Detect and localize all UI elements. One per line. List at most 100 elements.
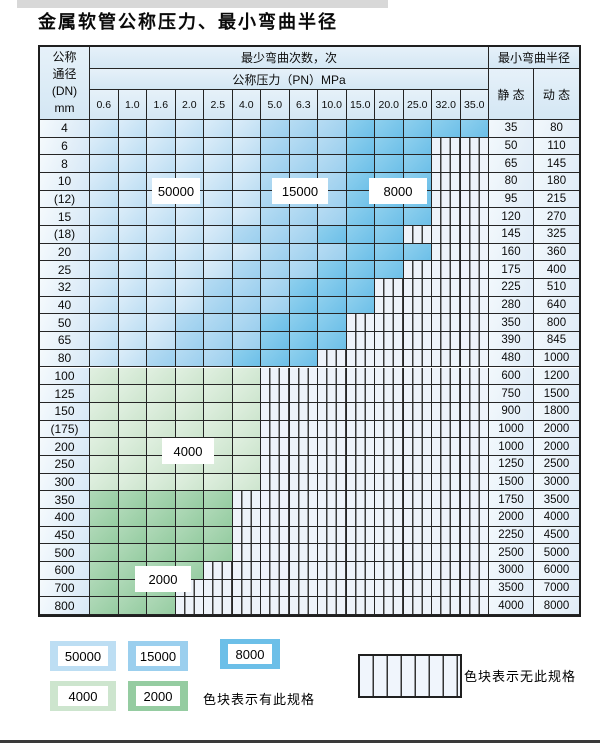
spec-cell <box>90 261 119 280</box>
spec-cell <box>118 243 147 262</box>
spec-cell <box>432 173 461 191</box>
spec-cell <box>375 455 404 474</box>
header-dn: 公称 通径 (DN) mm <box>40 47 90 120</box>
spec-cell <box>403 385 432 403</box>
spec-cell <box>403 597 432 615</box>
spec-cell <box>403 296 432 315</box>
spec-cell <box>375 137 404 156</box>
spec-cell <box>204 491 233 509</box>
spec-cell <box>232 508 261 527</box>
spec-cell <box>432 544 461 562</box>
spec-cell <box>346 349 375 368</box>
spec-cell <box>147 120 176 138</box>
spec-cell <box>346 120 375 138</box>
spec-cell <box>318 579 347 598</box>
spec-cell <box>90 438 119 456</box>
spec-cell <box>175 208 204 227</box>
spec-cell <box>90 314 119 333</box>
spec-cell <box>232 279 261 297</box>
spec-cell <box>289 597 318 615</box>
header-dynamic: 动 态 <box>534 69 579 120</box>
spec-cell <box>90 120 119 138</box>
spec-cell <box>204 385 233 403</box>
spec-cell <box>375 155 404 174</box>
spec-cell <box>261 332 290 350</box>
spec-cell <box>346 226 375 244</box>
dynamic-cell: 800 <box>534 314 579 333</box>
spec-cell <box>432 349 461 368</box>
static-cell: 900 <box>489 402 534 421</box>
spec-cell <box>375 526 404 545</box>
pressure-header-20.0: 20.0 <box>375 90 404 120</box>
spec-cell <box>118 473 147 492</box>
static-cell: 225 <box>489 279 534 297</box>
spec-cell <box>261 314 290 333</box>
spec-cell <box>318 226 347 244</box>
spec-cell <box>346 420 375 439</box>
dynamic-cell: 510 <box>534 279 579 297</box>
spec-cell <box>204 173 233 191</box>
pressure-header-2.5: 2.5 <box>204 90 233 120</box>
spec-cell <box>289 491 318 509</box>
spec-cell <box>432 438 461 456</box>
spec-cell <box>289 120 318 138</box>
pressure-header-25.0: 25.0 <box>403 90 432 120</box>
spec-cell <box>375 349 404 368</box>
dn-cell-80: 80 <box>40 349 90 368</box>
spec-cell <box>261 526 290 545</box>
spec-cell <box>432 208 461 227</box>
spec-cell <box>375 120 404 138</box>
legend-swatch-2000: 2000 <box>128 681 188 711</box>
spec-cell <box>289 561 318 580</box>
spec-cell <box>346 402 375 421</box>
spec-cell <box>261 120 290 138</box>
spec-cell <box>375 261 404 280</box>
pressure-header-35.0: 35.0 <box>460 90 489 120</box>
spec-cell <box>432 579 461 598</box>
dynamic-cell: 360 <box>534 243 579 262</box>
dynamic-cell: 4500 <box>534 526 579 545</box>
spec-cell <box>460 473 489 492</box>
header-dn-line: 通径 <box>52 67 77 82</box>
spec-cell <box>346 561 375 580</box>
static-cell: 350 <box>489 314 534 333</box>
spec-cell <box>118 296 147 315</box>
spec-cell <box>118 279 147 297</box>
spec-cell <box>118 367 147 386</box>
spec-cell <box>289 508 318 527</box>
spec-cell <box>403 402 432 421</box>
spec-cell <box>261 385 290 403</box>
spec-cell <box>90 243 119 262</box>
cycle-label-50000: 50000 <box>152 178 200 204</box>
spec-cell <box>289 279 318 297</box>
pressure-header-32.0: 32.0 <box>432 90 461 120</box>
spec-cell <box>460 208 489 227</box>
dn-cell-100: 100 <box>40 367 90 386</box>
dn-cell-800: 800 <box>40 597 90 615</box>
spec-cell <box>318 120 347 138</box>
spec-cell <box>232 349 261 368</box>
spec-cell <box>318 137 347 156</box>
spec-cell <box>261 561 290 580</box>
spec-cell <box>232 491 261 509</box>
spec-cell <box>432 473 461 492</box>
dn-cell-200: 200 <box>40 438 90 456</box>
spec-cell <box>261 155 290 174</box>
spec-cell <box>375 438 404 456</box>
spec-cell <box>261 473 290 492</box>
spec-cell <box>118 455 147 474</box>
static-cell: 2250 <box>489 526 534 545</box>
spec-cell <box>90 561 119 580</box>
spec-cell <box>403 561 432 580</box>
spec-cell <box>204 120 233 138</box>
dn-cell-65: 65 <box>40 332 90 350</box>
spec-cell <box>118 137 147 156</box>
spec-cell <box>147 349 176 368</box>
spec-cell <box>175 296 204 315</box>
pressure-header-5.0: 5.0 <box>261 90 290 120</box>
dynamic-cell: 1000 <box>534 349 579 368</box>
spec-cell <box>261 243 290 262</box>
spec-cell <box>232 226 261 244</box>
spec-cell <box>204 314 233 333</box>
spec-cell <box>375 314 404 333</box>
